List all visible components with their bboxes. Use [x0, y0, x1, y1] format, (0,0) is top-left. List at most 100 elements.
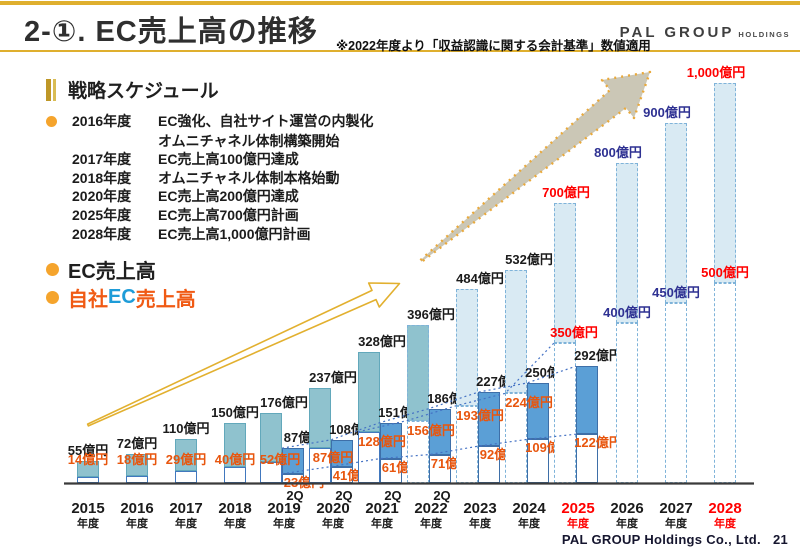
- q2-axis-label: 2Q: [433, 488, 451, 503]
- ec-total-bar: [309, 388, 331, 449]
- own-ec-label: 350億円: [550, 325, 598, 340]
- ec-total-bar: [616, 163, 638, 323]
- legend-bullet-icon: [46, 263, 59, 276]
- ec-total-label: 900億円: [643, 105, 691, 120]
- legend-bullet-icon: [46, 291, 59, 304]
- year-suffix-label: 年度: [371, 518, 393, 530]
- year-suffix-label: 年度: [126, 518, 148, 530]
- year-suffix-label: 年度: [518, 518, 540, 530]
- strategy-item: オムニチャネル体制構築開始: [46, 132, 373, 151]
- ec-total-bar: [456, 289, 478, 406]
- own-ec-label: 400億円: [603, 305, 651, 320]
- strategy-item-text: EC売上高200億円達成: [158, 188, 299, 205]
- strategy-item-year: 2020年度: [72, 188, 132, 205]
- year-label: 2018: [218, 500, 252, 517]
- own-ec-segment: [175, 471, 197, 483]
- footer-company: PAL GROUP Holdings Co., Ltd.: [561, 532, 761, 547]
- own-ec-label: 500億円: [701, 265, 749, 280]
- year-label: 2025: [561, 500, 595, 517]
- header-divider-line: [0, 50, 800, 52]
- q2-ec-bar: [576, 366, 598, 435]
- own-ec-segment: [616, 323, 638, 483]
- strategy-item: 2025年度 EC売上高700億円計画: [46, 206, 373, 225]
- ec-total-bar: [554, 203, 576, 343]
- year-label: 2021: [365, 500, 399, 517]
- strategy-item-year: 2028年度: [72, 225, 132, 242]
- strategy-item-year: 2018年度: [72, 169, 132, 186]
- year-label: 2027: [659, 500, 693, 517]
- year-label: 2016: [120, 500, 154, 517]
- strategy-item-text: EC売上高100億円達成: [158, 151, 299, 168]
- q2-total-label: 292億円: [574, 348, 622, 364]
- ec-total-label: 150億円: [211, 405, 259, 420]
- year-label: 2028: [708, 500, 742, 517]
- ec-total-bar: [358, 351, 380, 432]
- ec-total-label: 396億円: [407, 306, 455, 322]
- own-ec-segment: [126, 475, 148, 483]
- year-label: 2017: [169, 500, 203, 517]
- own-ec-label: 40億円: [214, 452, 256, 467]
- page-number: 21: [772, 532, 788, 547]
- legend-item: EC売上高: [46, 255, 156, 284]
- header-note: ※2022年度より「収益認識に関する会計基準」数値適用: [336, 39, 651, 53]
- strategy-item-text: オムニチャネル体制構築開始: [158, 132, 340, 149]
- own-ec-label: 52億円: [259, 452, 301, 467]
- strategy-item-text: オムニチャネル体制本格始動: [158, 169, 340, 186]
- bullet-icon: [46, 112, 72, 132]
- q2-axis-label: 2Q: [286, 488, 304, 503]
- strategy-item-year: 2025年度: [72, 206, 132, 223]
- year-suffix-label: 年度: [273, 518, 295, 530]
- strategy-item: 2020年度 EC売上高200億円達成: [46, 187, 373, 206]
- strategy-item: 2028年度 EC売上高1,000億円計画: [46, 225, 373, 244]
- q2-axis-label: 2Q: [384, 488, 402, 503]
- own-ec-label: 14億円: [67, 452, 109, 467]
- q2-own-label: 122億円: [574, 435, 622, 451]
- ec-total-label: 700億円: [542, 185, 590, 200]
- own-ec-segment: [665, 303, 687, 483]
- strategy-item-text: EC売上高700億円計画: [158, 206, 299, 223]
- ec-total-bar: [505, 270, 527, 394]
- ec-total-bar: [126, 454, 148, 476]
- ec-total-label: 328億円: [358, 333, 406, 349]
- own-ec-label: 450億円: [652, 285, 700, 300]
- strategy-item-text: EC売上高1,000億円計画: [158, 225, 311, 242]
- year-suffix-label: 年度: [322, 518, 344, 530]
- own-ec-label: 193億円: [456, 407, 504, 423]
- year-suffix-label: 年度: [77, 518, 99, 530]
- year-suffix-label: 年度: [616, 518, 638, 530]
- footer: PAL GROUP Holdings Co., Ltd. 21: [562, 532, 788, 547]
- strategy-item-year: 2016年度: [72, 113, 132, 129]
- ec-total-bar: [175, 439, 197, 472]
- strategy-item: 2016年度 EC強化、自社サイト運営の内製化: [46, 112, 373, 132]
- year-suffix-label: 年度: [567, 518, 589, 530]
- year-label: 2026: [610, 500, 644, 517]
- year-suffix-label: 年度: [665, 518, 687, 530]
- strategy-item: 2018年度 オムニチャネル体制本格始動: [46, 169, 373, 188]
- ec-total-label: 72億円: [116, 436, 158, 452]
- ec-total-bar: [714, 83, 736, 283]
- own-ec-segment: [714, 283, 736, 483]
- own-ec-label: 29億円: [165, 452, 207, 467]
- own-ec-label: 87億円: [312, 450, 354, 466]
- logo-text: PAL GROUP: [619, 24, 735, 41]
- ec-total-label: 55億円: [67, 443, 109, 458]
- legend-label: EC売上高: [68, 261, 156, 283]
- company-logo: PAL GROUP HOLDINGS: [620, 24, 790, 42]
- own-ec-segment: [554, 343, 576, 483]
- own-ec-label: 18億円: [116, 452, 158, 467]
- year-label: 2022: [414, 500, 448, 517]
- own-ec-label: 128億円: [358, 433, 406, 449]
- own-ec-segment: [77, 477, 99, 483]
- strategy-heading: 戦略スケジュール: [68, 81, 219, 102]
- year-label: 2015: [71, 500, 105, 517]
- logo-subtext: HOLDINGS: [738, 30, 790, 39]
- q2-axis-label: 2Q: [335, 488, 353, 503]
- year-suffix-label: 年度: [469, 518, 491, 530]
- ec-total-label: 176億円: [260, 394, 308, 410]
- q2-ec-bar: [527, 383, 549, 440]
- year-label: 2019: [267, 500, 301, 517]
- ec-total-label: 532億円: [505, 252, 553, 268]
- ec-total-bar: [77, 461, 99, 478]
